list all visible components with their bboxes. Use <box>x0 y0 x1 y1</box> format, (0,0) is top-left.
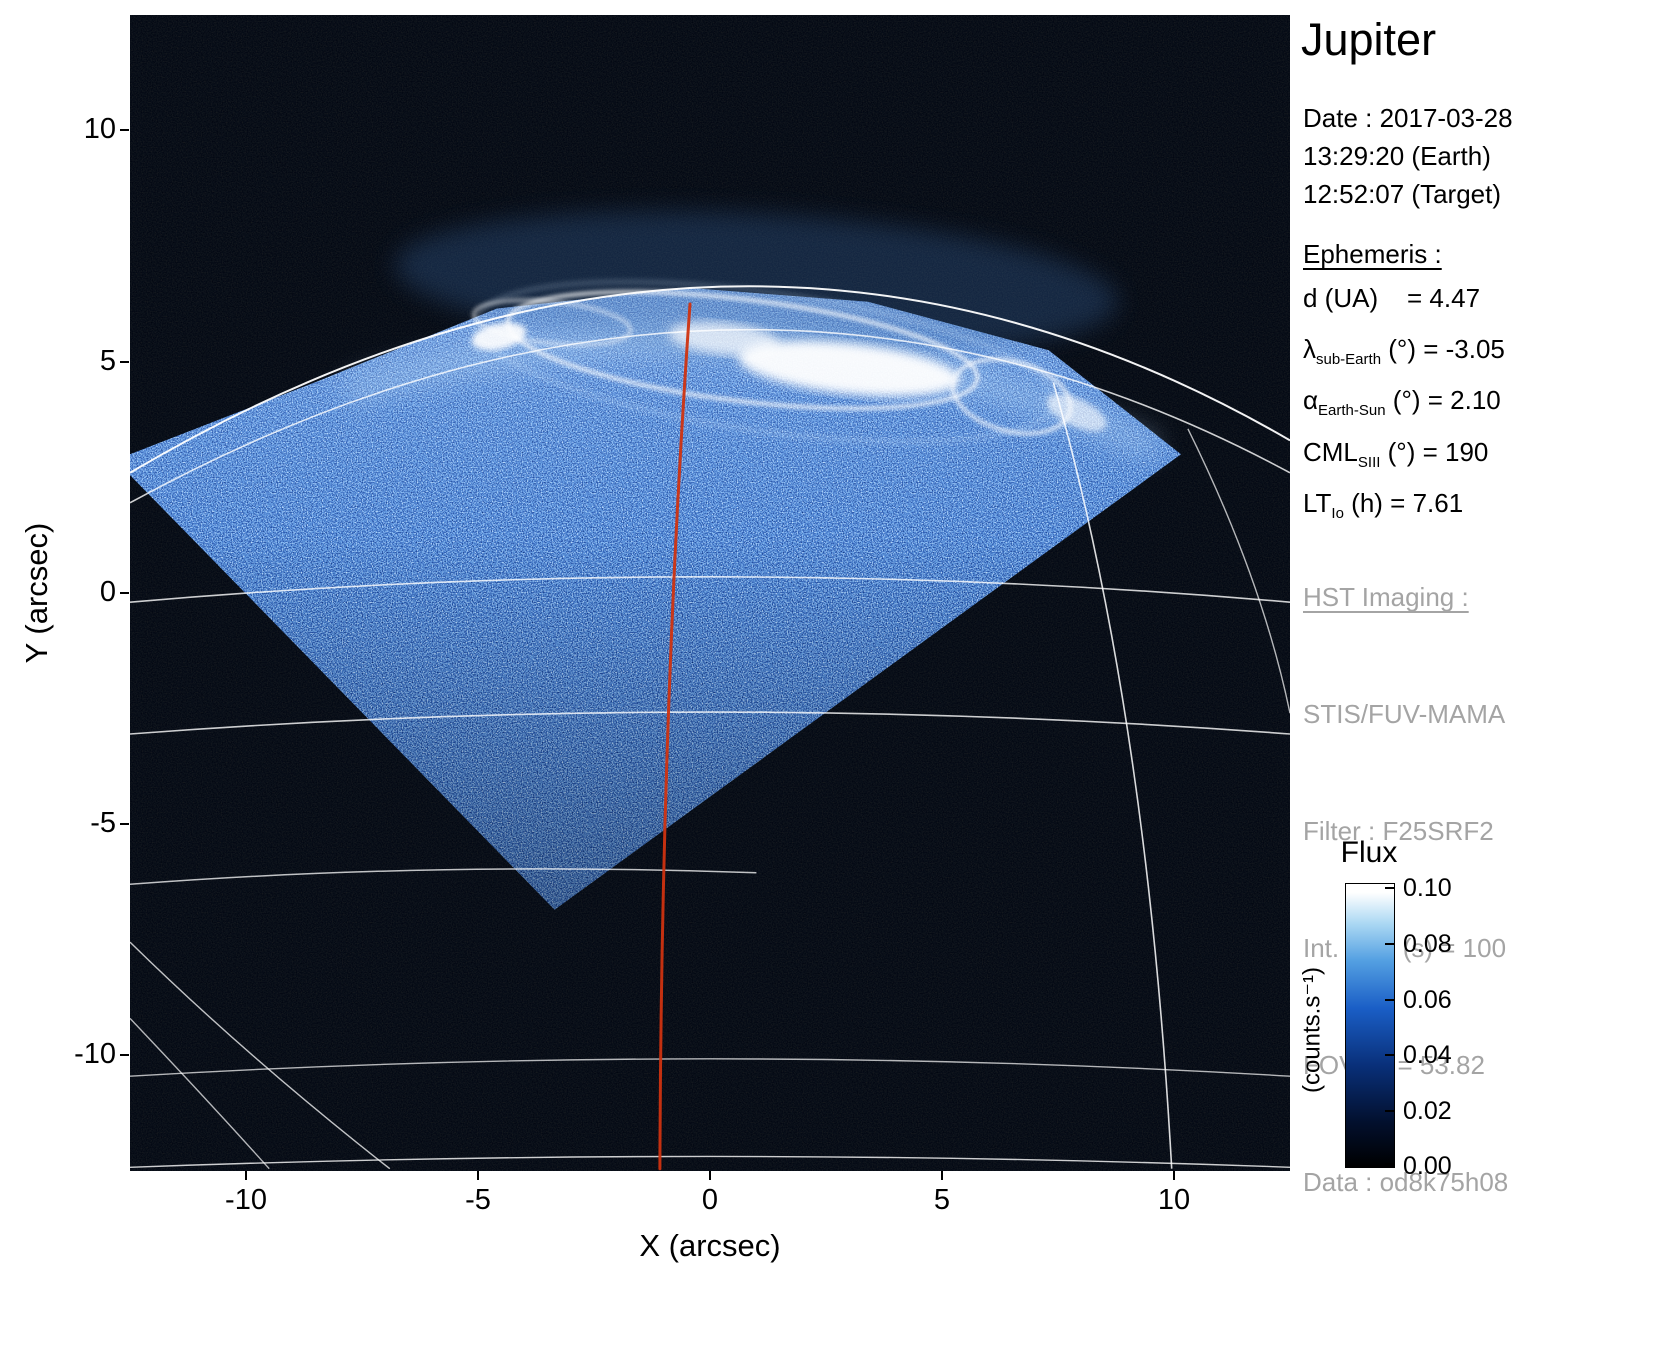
ephemeris-value: (°) = -3.05 <box>1381 334 1505 365</box>
ephemeris-row: αEarth-Sun (°) = 2.10 <box>1303 380 1505 431</box>
ephemeris-subscript: Earth-Sun <box>1318 402 1386 420</box>
y-tick-label: -10 <box>74 1038 116 1070</box>
ephemeris-quantity: λ <box>1303 334 1316 365</box>
colorbar-tick-mark <box>1385 1163 1394 1165</box>
y-tick-mark <box>120 129 129 131</box>
cml-meridian-line <box>658 302 692 1171</box>
x-axis-label: X (arcsec) <box>639 1228 781 1263</box>
hst-imaging-line: Filter : F25SRF2 <box>1303 816 1494 846</box>
ephemeris-value: (h) = 7.61 <box>1343 487 1464 518</box>
figure-title: Jupiter <box>1301 14 1437 65</box>
colorbar-tick-label: 0.02 <box>1403 1097 1452 1125</box>
observation-time-earth: 13:29:20 (Earth) <box>1303 141 1491 171</box>
hst-imaging-line: STIS/FUV-MAMA <box>1303 699 1506 729</box>
x-tick-mark <box>1173 1171 1175 1180</box>
ephemeris-value: (°) = 2.10 <box>1385 385 1501 416</box>
graticule-lines <box>130 285 1290 1170</box>
colorbar-tick-label: 0.10 <box>1403 874 1452 902</box>
y-tick-label: 5 <box>99 345 116 377</box>
hst-imaging-line: Data : od8k75h08 <box>1303 1167 1509 1197</box>
x-tick-label: 5 <box>933 1184 951 1216</box>
y-tick-mark <box>120 823 129 825</box>
x-tick-mark <box>477 1171 479 1180</box>
ephemeris-row: d (UA) = 4.47 <box>1303 278 1505 329</box>
ephemeris-table: d (UA) = 4.47 λsub-Earth (°) = -3.05 αEa… <box>1303 278 1505 534</box>
aurora-image <box>130 15 1290 1171</box>
y-tick-label: 10 <box>83 113 116 145</box>
aurora-emission <box>343 211 1161 459</box>
observation-datetime: Date : 2017-03-28 13:29:20 (Earth) 12:52… <box>1303 99 1513 213</box>
ephemeris-row: CMLSIII (°) = 190 <box>1303 432 1505 483</box>
colorbar-tick-label: 0.06 <box>1403 986 1452 1014</box>
observation-time-target: 12:52:07 (Target) <box>1303 179 1502 209</box>
x-tick-label: 10 <box>1157 1184 1191 1216</box>
colorbar-tick-mark <box>1385 1054 1394 1056</box>
x-tick-mark <box>941 1171 943 1180</box>
x-tick-label: 0 <box>701 1184 719 1216</box>
colorbar-tick-label: 0.04 <box>1403 1041 1452 1069</box>
y-tick-mark <box>120 1054 129 1056</box>
ephemeris-subscript: SIII <box>1357 453 1381 471</box>
y-tick-mark <box>120 361 129 363</box>
ephemeris-quantity: CML <box>1303 436 1358 467</box>
colorbar-gradient <box>1345 883 1395 1168</box>
y-tick-label: -5 <box>90 807 116 839</box>
ephemeris-heading: Ephemeris : <box>1303 239 1442 269</box>
colorbar-tick-label: 0.08 <box>1403 930 1452 958</box>
ephemeris-row: λsub-Earth (°) = -3.05 <box>1303 329 1505 380</box>
ephemeris-quantity: LT <box>1303 487 1332 518</box>
colorbar-tick-label: 0.00 <box>1403 1152 1452 1180</box>
ephemeris-quantity: α <box>1303 385 1319 416</box>
observation-date: Date : 2017-03-28 <box>1303 103 1513 133</box>
colorbar-tick-mark <box>1385 1110 1394 1112</box>
colorbar-tick-mark <box>1385 887 1394 889</box>
x-tick-mark <box>245 1171 247 1180</box>
x-tick-label: -10 <box>225 1184 267 1216</box>
colorbar-tick-mark <box>1385 943 1394 945</box>
plot-area <box>130 15 1290 1171</box>
ephemeris-value: = 4.47 <box>1378 283 1481 313</box>
y-tick-mark <box>120 592 129 594</box>
ephemeris-row: LTIo (h) = 7.61 <box>1303 483 1505 534</box>
x-tick-mark <box>709 1171 711 1180</box>
ephemeris-subscript: Io <box>1331 504 1344 522</box>
colorbar-unit-label: (counts.s⁻¹) <box>1298 966 1326 1094</box>
ephemeris-quantity: d (UA) <box>1303 283 1379 313</box>
ephemeris-value: (°) = 190 <box>1380 436 1489 467</box>
ephemeris-subscript: sub-Earth <box>1316 351 1382 369</box>
colorbar-tick-mark <box>1385 999 1394 1001</box>
x-tick-label: -5 <box>465 1184 491 1216</box>
y-tick-label: 0 <box>99 576 116 608</box>
hst-imaging-heading: HST Imaging : <box>1303 582 1469 612</box>
colorbar-title: Flux <box>1340 836 1398 869</box>
